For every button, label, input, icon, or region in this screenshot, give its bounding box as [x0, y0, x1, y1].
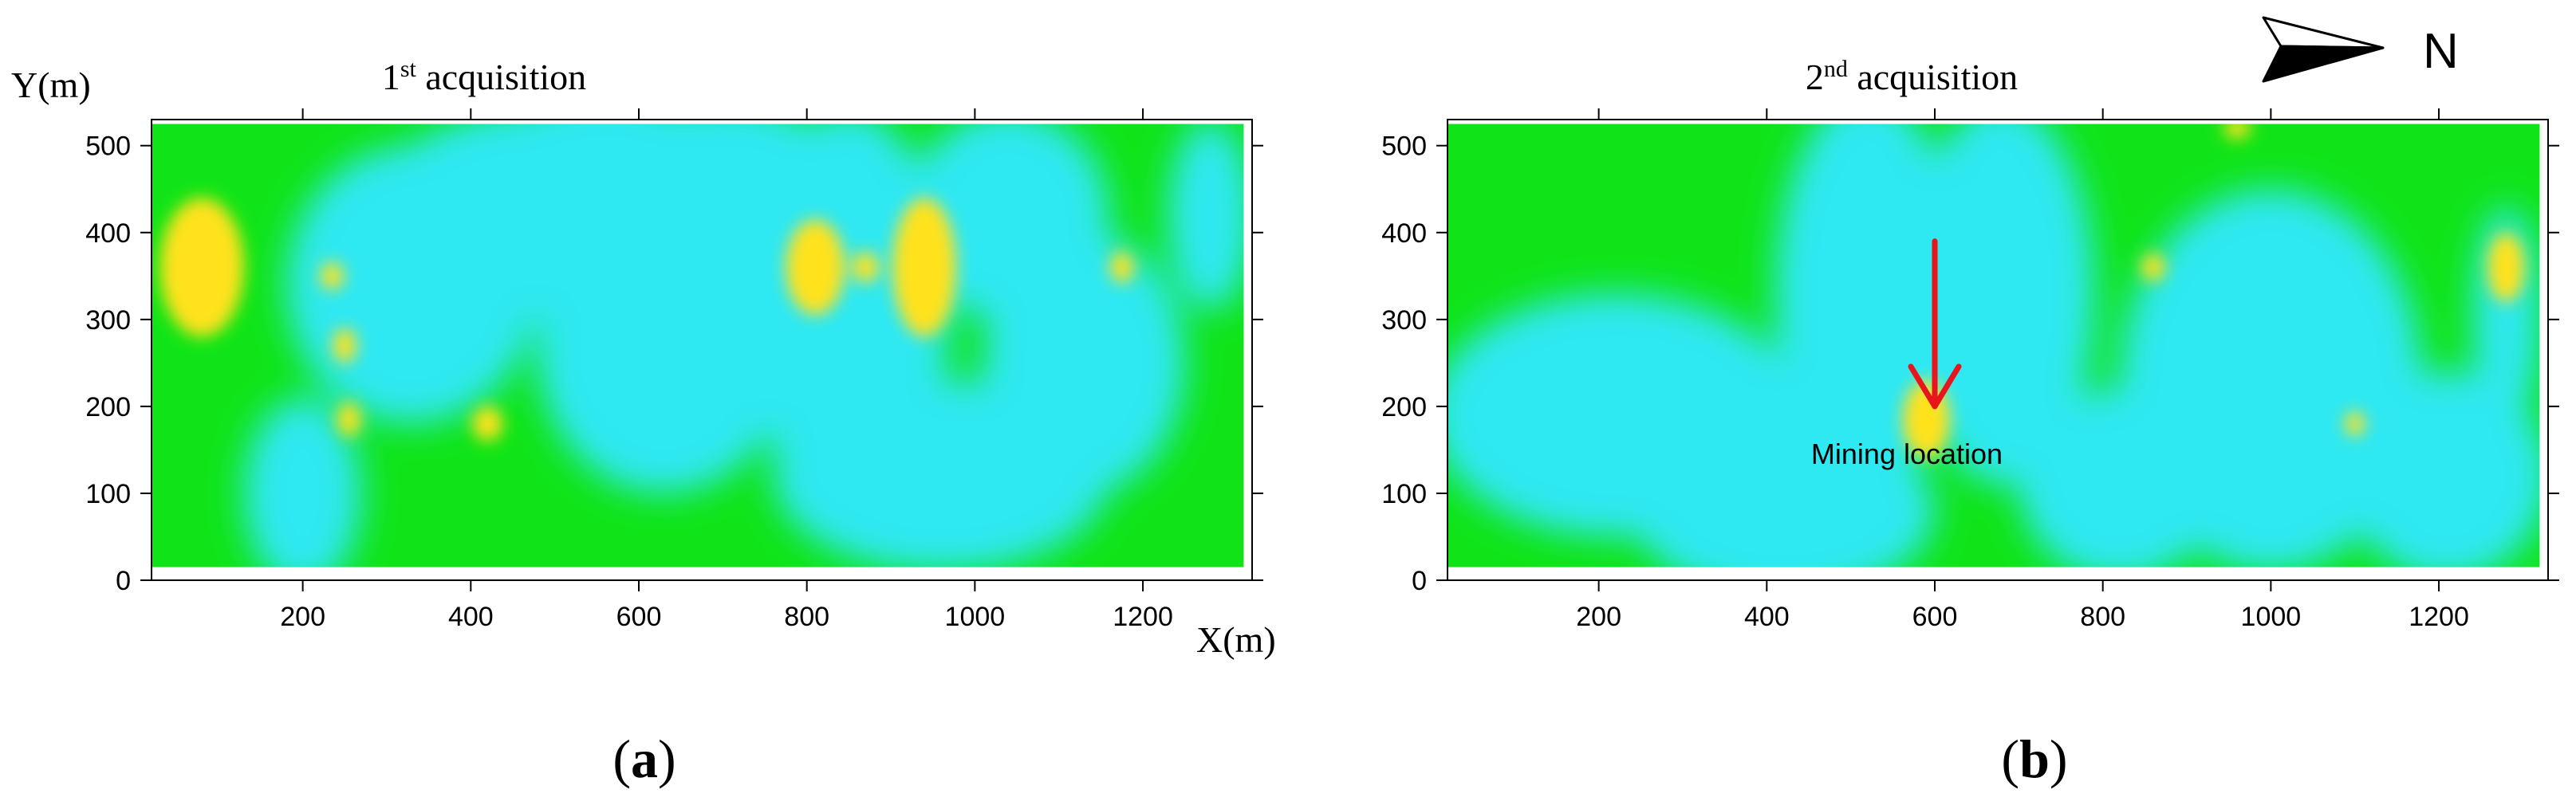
axis-ticks: 200 400 600 800 1000 1200 0 100 200 300 400 500	[1381, 108, 2559, 632]
x-tick-label: 1200	[2409, 602, 2469, 632]
x-tick-label: 400	[1744, 602, 1790, 632]
x-tick-label: 800	[784, 602, 829, 632]
y-tick-label: 100	[1381, 479, 1427, 509]
mining-location-annotation: Mining location	[1811, 238, 2003, 470]
y-tick-label: 200	[85, 392, 131, 422]
x-axis-label: X(m)	[1196, 619, 1276, 660]
north-arrow: N	[2262, 16, 2459, 83]
panel-caption: (b)	[2001, 728, 2067, 789]
high-anomaly	[786, 219, 845, 316]
x-tick-label: 1000	[2241, 602, 2302, 632]
heatmap-field	[1448, 124, 2540, 567]
x-tick-label: 400	[448, 602, 494, 632]
high-anomaly	[2141, 253, 2165, 281]
plot-frame	[1447, 119, 2549, 581]
y-tick-label: 500	[85, 132, 131, 162]
low-anomaly	[1168, 124, 1244, 311]
high-anomaly	[1109, 251, 1134, 284]
high-anomaly	[160, 198, 244, 337]
x-tick-label: 600	[616, 602, 662, 632]
y-tick-label: 300	[1381, 305, 1427, 336]
high-anomaly	[2223, 124, 2251, 139]
low-anomaly	[538, 214, 790, 493]
high-anomaly	[333, 328, 357, 363]
x-tick-label: 600	[1912, 602, 1958, 632]
y-tick-label: 200	[1381, 392, 1427, 422]
heatmap-field	[152, 124, 1244, 567]
panel-b: 2nd acquisition 200 400 600 800 1000 1200 0 100…	[1381, 56, 2559, 789]
y-tick-label: 100	[85, 479, 131, 509]
x-tick-label: 200	[280, 602, 325, 632]
high-anomaly	[2345, 411, 2365, 436]
panel-title: 2nd acquisition	[1806, 56, 2018, 97]
high-anomaly	[852, 251, 880, 284]
y-axis-label: Y(m)	[11, 65, 91, 105]
y-tick-label: 0	[116, 566, 131, 596]
x-tick-label: 800	[2080, 602, 2125, 632]
high-anomaly	[320, 261, 345, 290]
high-anomaly	[2487, 232, 2525, 303]
mining-location-label: Mining location	[1811, 438, 2003, 470]
north-arrow-shadow-icon	[2262, 45, 2385, 83]
y-tick-label: 500	[1381, 132, 1427, 162]
panel-title: 1st acquisition	[382, 56, 586, 97]
low-anomaly	[983, 232, 1185, 493]
north-arrow-icon	[2262, 16, 2385, 49]
plot-frame	[151, 119, 1253, 581]
high-anomaly	[472, 406, 503, 442]
low-anomaly	[243, 398, 362, 567]
low-anomaly	[1909, 124, 2095, 485]
axis-ticks: 200 400 600 800 1000 1200 0 100 200 300 400 500	[85, 108, 1263, 632]
y-tick-label: 400	[1381, 218, 1427, 249]
y-tick-label: 400	[85, 218, 131, 249]
panel-a: Y(m) 1st acquisition 200 400 600 800 1000 120…	[11, 56, 1276, 789]
mining-location-arrowhead	[1908, 363, 1962, 410]
high-anomaly	[892, 198, 957, 337]
x-tick-label: 1000	[945, 602, 1006, 632]
panel-caption: (a)	[612, 728, 676, 789]
north-label: N	[2423, 24, 2459, 79]
x-tick-label: 200	[1576, 602, 1621, 632]
high-anomaly	[337, 402, 361, 438]
x-tick-label: 1200	[1113, 602, 1173, 632]
y-tick-label: 0	[1412, 566, 1427, 596]
y-tick-label: 300	[85, 305, 131, 336]
low-anomaly	[2119, 189, 2422, 567]
